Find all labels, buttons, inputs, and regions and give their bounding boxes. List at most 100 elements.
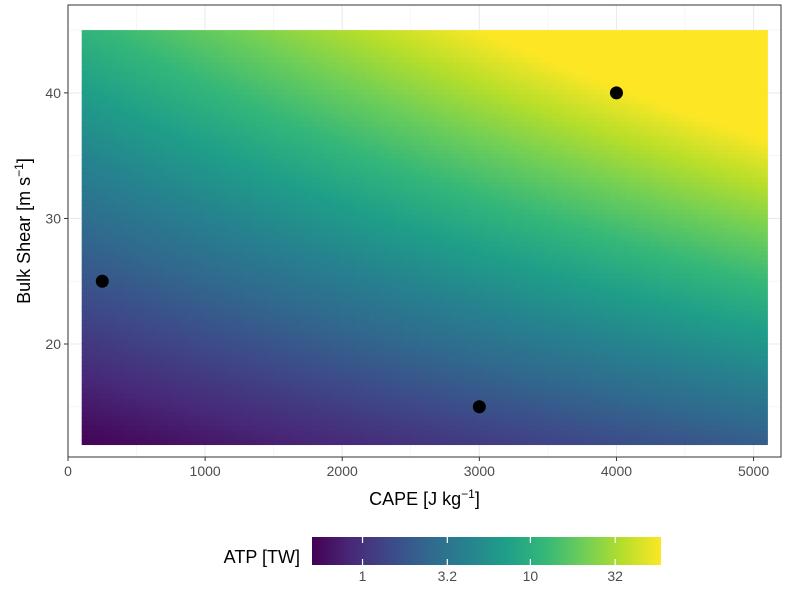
heatmap-cell xyxy=(106,251,112,257)
heatmap-cell xyxy=(346,343,352,349)
heatmap-cell xyxy=(125,333,132,340)
heatmap-cell xyxy=(194,435,200,441)
heatmap-cell xyxy=(213,274,220,280)
heatmap-cell xyxy=(184,384,191,390)
heatmap-cell xyxy=(125,186,132,192)
heatmap-cell xyxy=(253,76,259,82)
heatmap-cell xyxy=(277,182,284,188)
heatmap-cell xyxy=(287,421,293,427)
heatmap-cell xyxy=(292,218,298,225)
heatmap-cell xyxy=(292,255,298,261)
heatmap-cell xyxy=(346,403,352,409)
heatmap-cell xyxy=(111,320,117,326)
heatmap-cell xyxy=(150,338,156,344)
heatmap-cell xyxy=(189,370,195,376)
heatmap-cell xyxy=(101,159,107,165)
heatmap-cell xyxy=(150,218,156,225)
heatmap-cell xyxy=(160,30,166,36)
heatmap-cell xyxy=(155,186,161,192)
heatmap-cell xyxy=(233,232,240,238)
heatmap-cell xyxy=(228,140,235,146)
heatmap-cell xyxy=(81,53,88,59)
heatmap-cell xyxy=(125,264,132,271)
heatmap-cell xyxy=(331,228,337,234)
heatmap-cell xyxy=(135,154,142,160)
heatmap-cell xyxy=(179,126,186,132)
heatmap-cell xyxy=(316,416,323,423)
heatmap-cell xyxy=(267,34,274,40)
heatmap-cell xyxy=(194,389,200,395)
heatmap-cell xyxy=(346,145,352,151)
heatmap-cell xyxy=(253,168,259,174)
heatmap-cell xyxy=(282,403,288,409)
heatmap-cell xyxy=(282,352,288,358)
heatmap-cell xyxy=(135,131,142,137)
heatmap-cell xyxy=(164,246,171,252)
heatmap-cell xyxy=(267,53,274,59)
heatmap-cell xyxy=(321,205,328,211)
heatmap-cell xyxy=(209,205,215,211)
heatmap-cell xyxy=(184,186,191,192)
heatmap-cell xyxy=(277,430,284,436)
heatmap-cell xyxy=(282,108,288,114)
heatmap-cell xyxy=(91,66,98,73)
heatmap-cell xyxy=(125,375,132,381)
heatmap-cell xyxy=(194,168,200,174)
heatmap-cell xyxy=(194,416,200,423)
heatmap-cell xyxy=(297,283,303,289)
heatmap-cell xyxy=(189,136,195,142)
heatmap-cell xyxy=(86,228,93,234)
heatmap-cell xyxy=(223,89,230,96)
heatmap-cell xyxy=(306,412,313,418)
heatmap-cell xyxy=(204,136,210,142)
heatmap-cell xyxy=(316,30,323,36)
heatmap-cell xyxy=(101,393,107,399)
heatmap-cell xyxy=(91,195,98,202)
heatmap-cell xyxy=(199,209,205,215)
heatmap-cell xyxy=(150,205,156,211)
heatmap-cell xyxy=(258,255,264,261)
heatmap-cell xyxy=(306,182,313,188)
heatmap-cell xyxy=(326,112,333,119)
heatmap-cell xyxy=(258,297,264,303)
heatmap-cell xyxy=(81,145,88,151)
heatmap-cell xyxy=(341,94,347,100)
heatmap-cell xyxy=(120,108,127,114)
heatmap-cell xyxy=(209,338,215,344)
heatmap-cell xyxy=(297,324,303,330)
heatmap-cell xyxy=(346,136,352,142)
heatmap-cell xyxy=(91,76,98,82)
heatmap-cell xyxy=(292,57,298,63)
heatmap-cell xyxy=(204,89,210,96)
heatmap-cell xyxy=(228,154,235,160)
heatmap-cell xyxy=(86,347,93,353)
heatmap-cell xyxy=(306,333,313,340)
heatmap-cell xyxy=(91,112,98,119)
heatmap-cell xyxy=(306,177,313,183)
heatmap-cell xyxy=(292,232,298,238)
heatmap-cell xyxy=(282,301,288,307)
heatmap-cell xyxy=(341,315,347,321)
heatmap-cell xyxy=(199,62,205,68)
heatmap-cell xyxy=(341,366,347,372)
heatmap-cell xyxy=(169,426,176,432)
heatmap-cell xyxy=(150,426,156,432)
heatmap-cell xyxy=(120,306,127,312)
heatmap-cell xyxy=(238,329,244,335)
heatmap-cell xyxy=(86,140,93,146)
heatmap-cell xyxy=(91,39,98,45)
heatmap-cell xyxy=(111,122,117,128)
heatmap-cell xyxy=(238,347,244,353)
heatmap-cell xyxy=(169,57,176,63)
heatmap-cell xyxy=(199,361,205,367)
heatmap-cell xyxy=(248,214,254,220)
heatmap-cell xyxy=(346,251,352,257)
heatmap-cell xyxy=(101,117,107,123)
heatmap-cell xyxy=(91,145,98,151)
heatmap-cell xyxy=(184,393,191,399)
heatmap-cell xyxy=(282,159,288,165)
heatmap-cell xyxy=(155,338,161,344)
heatmap-cell xyxy=(341,430,347,436)
heatmap-cell xyxy=(179,343,186,349)
heatmap-cell xyxy=(287,200,293,206)
